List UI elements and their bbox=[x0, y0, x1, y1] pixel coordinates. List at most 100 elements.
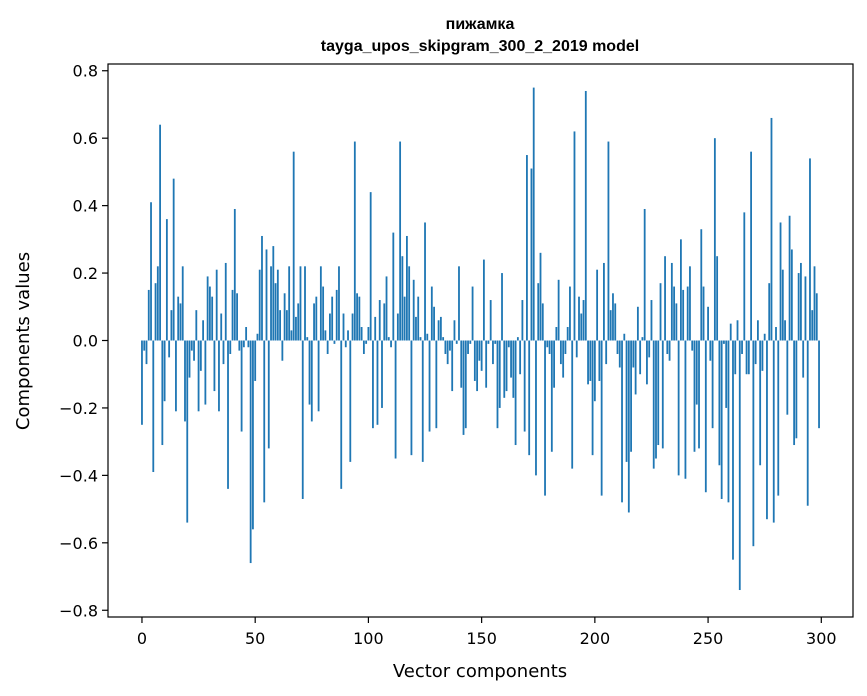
bar bbox=[263, 340, 266, 503]
bar bbox=[600, 340, 603, 496]
bar bbox=[603, 262, 605, 341]
bar bbox=[800, 262, 802, 341]
bar bbox=[591, 340, 594, 456]
bar bbox=[634, 340, 637, 395]
bar bbox=[304, 266, 306, 341]
bar bbox=[170, 310, 173, 341]
bar bbox=[584, 90, 587, 341]
bar bbox=[227, 340, 229, 489]
y-tick-label: 0.2 bbox=[73, 264, 98, 283]
bar bbox=[752, 340, 755, 547]
bar bbox=[526, 155, 528, 341]
bar bbox=[340, 340, 343, 489]
bar bbox=[503, 340, 506, 398]
bar bbox=[736, 320, 739, 341]
bar bbox=[750, 151, 752, 341]
bar bbox=[406, 235, 408, 341]
x-tick-label: 200 bbox=[580, 629, 611, 648]
bar bbox=[349, 340, 352, 462]
bar bbox=[299, 266, 302, 341]
bar bbox=[598, 340, 601, 381]
bar bbox=[195, 310, 198, 341]
bar bbox=[408, 266, 411, 341]
bar bbox=[727, 340, 730, 503]
bar bbox=[482, 259, 485, 341]
bar bbox=[621, 340, 623, 503]
bar bbox=[766, 340, 768, 520]
bar bbox=[467, 340, 469, 354]
y-tick-label: 0.0 bbox=[73, 332, 98, 351]
bar bbox=[723, 340, 725, 344]
bar bbox=[573, 131, 576, 341]
bar bbox=[193, 340, 195, 361]
bar bbox=[557, 279, 560, 341]
x-axis-ticks: 0 50 100 150 200 250 300 bbox=[137, 617, 837, 648]
bar bbox=[510, 340, 512, 378]
bar bbox=[446, 340, 449, 365]
bar bbox=[641, 337, 644, 341]
bar bbox=[496, 340, 499, 429]
bar bbox=[372, 340, 374, 429]
bar bbox=[229, 340, 232, 354]
bar bbox=[684, 340, 687, 479]
x-tick-label: 150 bbox=[466, 629, 497, 648]
bar bbox=[204, 340, 207, 405]
bar bbox=[781, 269, 784, 341]
bar bbox=[453, 320, 456, 341]
bar bbox=[657, 340, 660, 446]
bar bbox=[317, 340, 320, 412]
bar bbox=[618, 340, 621, 368]
bar bbox=[677, 340, 680, 476]
bar bbox=[236, 293, 238, 341]
bar bbox=[725, 340, 728, 408]
bar bbox=[704, 340, 707, 493]
bar bbox=[362, 340, 365, 354]
bar bbox=[222, 340, 225, 365]
bar bbox=[476, 340, 479, 392]
bar bbox=[639, 340, 642, 375]
chart-title-line1: пижамка bbox=[446, 16, 515, 33]
bar bbox=[154, 283, 157, 341]
y-tick-label: 0.6 bbox=[73, 129, 98, 148]
bar bbox=[790, 249, 793, 341]
bar bbox=[313, 303, 315, 341]
bar bbox=[818, 340, 820, 429]
bar bbox=[700, 229, 703, 341]
bar bbox=[390, 340, 392, 348]
bar bbox=[770, 117, 773, 341]
bar bbox=[401, 256, 404, 341]
bar bbox=[535, 340, 537, 476]
bar bbox=[415, 316, 417, 341]
bar bbox=[759, 340, 762, 466]
bar bbox=[627, 340, 630, 513]
bar bbox=[179, 303, 182, 341]
bar bbox=[768, 283, 771, 341]
bar bbox=[358, 296, 361, 341]
y-axis-ticks: −0.8 −0.6 −0.4 −0.2 0.0 0.2 0.4 0.6 0.8 bbox=[59, 62, 108, 620]
bar bbox=[186, 340, 189, 523]
bar bbox=[385, 276, 388, 341]
bar bbox=[444, 340, 447, 354]
x-tick-label: 100 bbox=[353, 629, 384, 648]
bar bbox=[815, 293, 818, 341]
bar bbox=[159, 124, 161, 341]
bar bbox=[813, 266, 816, 341]
bar bbox=[747, 340, 750, 375]
bar bbox=[412, 279, 415, 341]
bar bbox=[797, 273, 800, 341]
bar bbox=[775, 327, 777, 341]
bar bbox=[806, 340, 809, 506]
bar bbox=[433, 306, 435, 341]
bar bbox=[478, 340, 481, 361]
bar bbox=[274, 283, 277, 341]
bar bbox=[240, 340, 243, 432]
bar bbox=[435, 340, 438, 429]
bar bbox=[605, 340, 608, 365]
bar bbox=[326, 340, 329, 354]
bar bbox=[553, 340, 555, 388]
bar bbox=[233, 208, 236, 341]
bar bbox=[741, 340, 743, 354]
bar bbox=[544, 340, 546, 496]
bar bbox=[555, 327, 558, 341]
bar bbox=[215, 269, 218, 341]
